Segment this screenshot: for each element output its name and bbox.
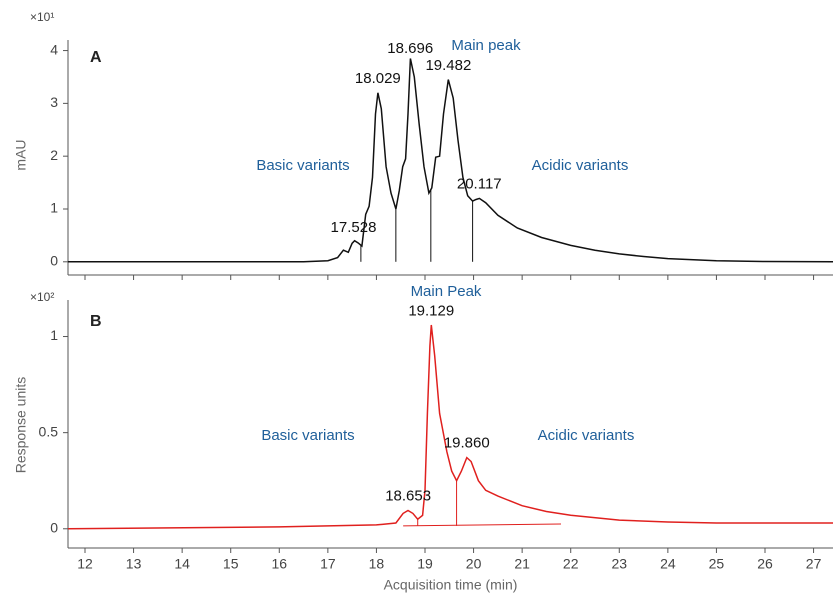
x-tick-label: 27: [806, 556, 822, 572]
x-tick-label: 15: [223, 556, 239, 572]
peak-label: 18.029: [355, 70, 401, 87]
y-tick-label: 0: [50, 519, 58, 535]
y-tick-label: 3: [50, 94, 58, 110]
annotation: Acidic variants: [538, 427, 635, 444]
integration-baseline: [403, 523, 562, 527]
y-tick-label: 0: [50, 253, 58, 269]
panel-label: B: [90, 313, 102, 330]
x-axis-title: Acquisition time (min): [384, 577, 518, 593]
y-tick-label: 2: [50, 147, 58, 163]
annotation: Acidic variants: [532, 157, 629, 174]
y-multiplier: ×10¹: [30, 10, 54, 24]
y-axis-title: mAU: [13, 139, 29, 170]
x-tick-label: 13: [126, 556, 142, 572]
x-tick-label: 19: [417, 556, 433, 572]
x-tick-label: 16: [271, 556, 287, 572]
peak-label: 18.653: [385, 488, 431, 505]
annotation: Basic variants: [256, 157, 349, 174]
panel-label: A: [90, 49, 102, 66]
x-tick-label: 22: [563, 556, 579, 572]
y-multiplier: ×10²: [30, 290, 54, 304]
annotation: Main peak: [451, 37, 521, 54]
x-tick-label: 17: [320, 556, 336, 572]
x-tick-label: 21: [514, 556, 530, 572]
y-tick-label: 0.5: [39, 423, 59, 439]
peak-label: 19.482: [425, 57, 471, 74]
peak-label: 17.528: [331, 219, 377, 236]
trace: [67, 324, 833, 530]
y-axis-title: Response units: [13, 377, 29, 474]
x-tick-label: 25: [709, 556, 725, 572]
x-tick-label: 23: [611, 556, 627, 572]
y-tick-label: 4: [50, 41, 58, 57]
annotation: Basic variants: [261, 427, 354, 444]
x-tick-label: 20: [466, 556, 482, 572]
peak-label: 20.117: [457, 175, 502, 192]
x-tick-label: 18: [369, 556, 385, 572]
peak-label: 19.860: [444, 435, 490, 452]
x-tick-label: 12: [77, 556, 93, 572]
y-tick-label: 1: [50, 327, 58, 343]
peak-label: 19.129: [408, 303, 454, 320]
annotation: Main Peak: [411, 283, 482, 300]
x-tick-label: 26: [757, 556, 773, 572]
x-tick-label: 14: [174, 556, 190, 572]
y-tick-label: 1: [50, 200, 58, 216]
x-tick-label: 24: [660, 556, 676, 572]
peak-label: 18.696: [387, 40, 433, 57]
trace: [68, 58, 833, 263]
